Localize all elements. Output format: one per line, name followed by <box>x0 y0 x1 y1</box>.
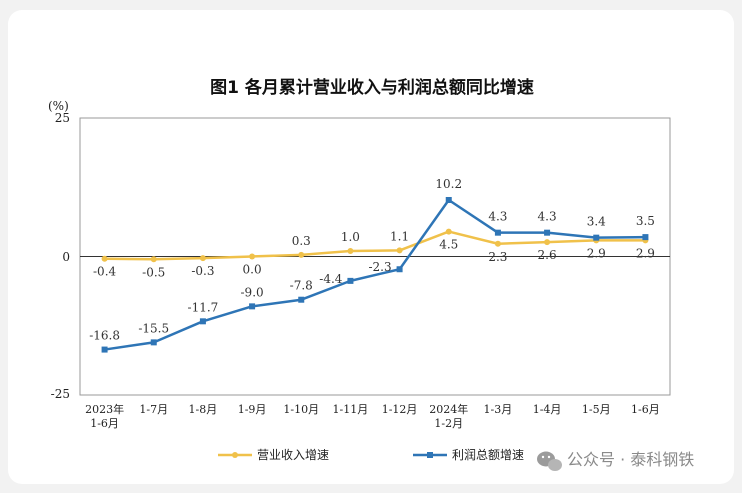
point-profit <box>347 277 354 284</box>
series-line-profit <box>104 198 646 351</box>
data-label-revenue: 2.9 <box>587 246 606 260</box>
data-label-revenue: 2.9 <box>636 246 655 260</box>
legend-marker-revenue <box>232 452 238 458</box>
x-tick-label: 1-3月 <box>484 403 513 416</box>
point-profit <box>150 339 157 346</box>
x-tick-label: 1-9月 <box>238 403 267 416</box>
data-label-revenue: 1.0 <box>341 230 360 244</box>
legend-item-revenue: 营业收入增速 <box>218 448 329 462</box>
wechat-icon <box>537 451 562 471</box>
point-profit <box>544 229 551 236</box>
x-tick-label: 1-7月 <box>139 403 168 416</box>
point-revenue <box>396 247 403 254</box>
point-profit <box>298 296 305 303</box>
point-profit <box>642 234 649 241</box>
data-label-profit: -16.8 <box>89 329 120 343</box>
point-profit <box>199 318 206 325</box>
data-label-profit: -7.8 <box>290 279 313 293</box>
data-label-profit: 10.2 <box>435 177 462 191</box>
point-profit <box>249 303 256 310</box>
point-revenue <box>544 239 551 246</box>
point-revenue <box>445 228 452 235</box>
x-tick-line: 1-2月 <box>434 417 463 430</box>
y-tick-label: -25 <box>51 387 70 401</box>
data-label-revenue: -0.5 <box>142 265 165 279</box>
legend-label-profit: 利润总额增速 <box>452 448 524 462</box>
data-label-profit: 3.5 <box>636 214 655 228</box>
legend-label-revenue: 营业收入增速 <box>257 448 329 462</box>
x-tick-line: 1-6月 <box>90 417 119 430</box>
legend-item-profit: 利润总额增速 <box>413 448 524 462</box>
data-label-profit: 4.3 <box>538 210 557 224</box>
x-tick-line: 1-10月 <box>283 403 319 416</box>
series-line-revenue <box>104 230 646 261</box>
data-label-revenue: 2.6 <box>538 248 557 262</box>
data-label-revenue: 1.1 <box>390 229 409 243</box>
x-tick-label: 1-10月 <box>283 403 319 416</box>
x-axis-ticks: 2023年 1-6月1-7月 1-8月 1-9月 1-10月 1-11月 1-12月 2024… <box>85 402 660 430</box>
series-layer: -0.4 -0.5 -0.3 0.0 0.3 1.0 1.1 4.5 2.3 2.6 2.9 2.9 -… <box>89 177 655 353</box>
point-profit <box>396 266 403 273</box>
x-tick-line: 1-8月 <box>189 403 218 416</box>
data-label-profit: -9.0 <box>241 285 264 299</box>
data-label-profit: 4.3 <box>488 210 507 224</box>
x-tick-label: 2023年 1-6月 <box>85 402 124 430</box>
data-label-revenue: 4.5 <box>439 238 458 252</box>
x-tick-line: 2023年 <box>85 402 124 416</box>
x-tick-line: 1-12月 <box>382 403 418 416</box>
data-label-profit: 3.4 <box>587 215 606 229</box>
point-revenue <box>494 240 501 247</box>
x-tick-line: 1-9月 <box>238 403 267 416</box>
x-tick-label: 1-12月 <box>382 403 418 416</box>
x-tick-line: 1-5月 <box>582 403 611 416</box>
data-label-revenue: 0.0 <box>243 263 262 277</box>
point-profit <box>101 346 108 353</box>
legend: 营业收入增速 利润总额增速 <box>218 448 524 462</box>
legend-marker-profit <box>427 452 433 458</box>
point-revenue <box>150 256 157 263</box>
point-revenue <box>298 251 305 258</box>
x-tick-line: 1-7月 <box>139 403 168 416</box>
x-tick-label: 1-4月 <box>533 403 562 416</box>
point-revenue <box>101 255 108 262</box>
y-tick-label: 25 <box>55 111 70 125</box>
y-unit-label: (%) <box>48 99 69 113</box>
data-label-revenue: 2.3 <box>488 250 507 264</box>
data-label-profit: -15.5 <box>138 321 169 335</box>
data-label-revenue: 0.3 <box>292 234 311 248</box>
point-profit <box>593 234 600 241</box>
data-label-profit: -2.3 <box>368 260 391 274</box>
point-profit <box>494 229 501 236</box>
x-tick-line: 1-6月 <box>631 403 660 416</box>
point-revenue <box>347 247 354 254</box>
x-tick-label: 2024年 1-2月 <box>429 402 468 430</box>
x-tick-label: 1-8月 <box>189 403 218 416</box>
x-tick-line: 1-11月 <box>333 403 369 416</box>
y-tick-label: 0 <box>62 250 70 264</box>
x-tick-label: 1-5月 <box>582 403 611 416</box>
watermark-text: 公众号 · 泰科钢铁 <box>567 450 694 469</box>
watermark: 公众号 · 泰科钢铁 <box>537 450 694 471</box>
x-tick-line: 2024年 <box>429 402 468 416</box>
point-revenue <box>249 253 256 260</box>
x-tick-label: 1-11月 <box>333 403 369 416</box>
x-tick-line: 1-4月 <box>533 403 562 416</box>
point-profit <box>445 196 452 203</box>
data-label-profit: -4.4 <box>319 272 343 286</box>
data-label-profit: -11.7 <box>188 300 219 314</box>
chart-title: 图1 各月累计营业收入与利润总额同比增速 <box>210 77 534 98</box>
data-label-revenue: -0.4 <box>93 265 117 279</box>
chart-card <box>8 10 734 484</box>
data-label-revenue: -0.3 <box>191 264 214 278</box>
point-revenue <box>199 255 206 262</box>
x-tick-label: 1-6月 <box>631 403 660 416</box>
x-tick-line: 1-3月 <box>484 403 513 416</box>
